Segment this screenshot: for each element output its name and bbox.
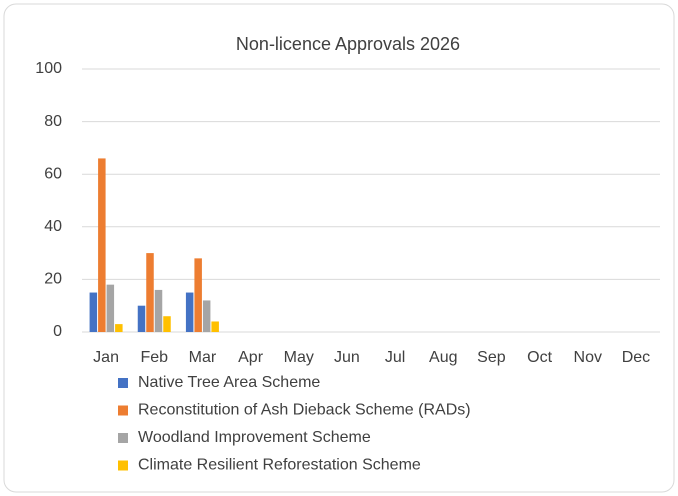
x-tick-label: Apr: [238, 349, 264, 366]
x-tick-label: Mar: [189, 349, 217, 366]
bar: [211, 321, 219, 332]
x-tick-label: Aug: [429, 349, 457, 366]
bar: [115, 324, 123, 332]
bar: [89, 292, 98, 332]
legend-label: Native Tree Area Scheme: [138, 374, 320, 391]
chart-border: [3, 3, 675, 493]
x-tick-label: Sep: [477, 349, 506, 366]
bar: [98, 158, 106, 332]
x-tick-label: Jan: [93, 349, 119, 366]
bar: [185, 292, 194, 332]
x-tick-label: May: [284, 349, 314, 366]
legend-swatch: [118, 433, 128, 443]
legend-label: Woodland Improvement Scheme: [138, 429, 371, 446]
x-tick-label: Feb: [140, 349, 168, 366]
x-tick-label: Jul: [385, 349, 405, 366]
bar: [202, 300, 211, 332]
y-tick-label: 100: [35, 60, 62, 77]
y-tick-label: 40: [44, 218, 62, 235]
x-tick-label: Oct: [527, 349, 552, 366]
y-tick-label: 0: [53, 323, 62, 340]
y-tick-label: 60: [44, 165, 62, 182]
legend-swatch: [118, 460, 128, 471]
legend-label: Climate Resilient Reforestation Scheme: [138, 457, 421, 474]
bar: [146, 253, 154, 332]
chart-title: Non-licence Approvals 2026: [236, 34, 460, 54]
bar: [163, 316, 171, 332]
legend-label: Reconstitution of Ash Dieback Scheme (RA…: [138, 402, 471, 419]
legend-swatch: [118, 378, 128, 388]
bar: [194, 258, 202, 332]
bar: [137, 305, 146, 332]
x-tick-label: Dec: [622, 349, 650, 366]
legend-swatch: [118, 405, 128, 416]
y-tick-label: 20: [44, 271, 62, 288]
x-tick-label: Nov: [574, 349, 602, 366]
x-tick-label: Jun: [334, 349, 360, 366]
bar: [154, 289, 163, 332]
bar: [106, 284, 115, 332]
y-tick-label: 80: [44, 113, 62, 130]
